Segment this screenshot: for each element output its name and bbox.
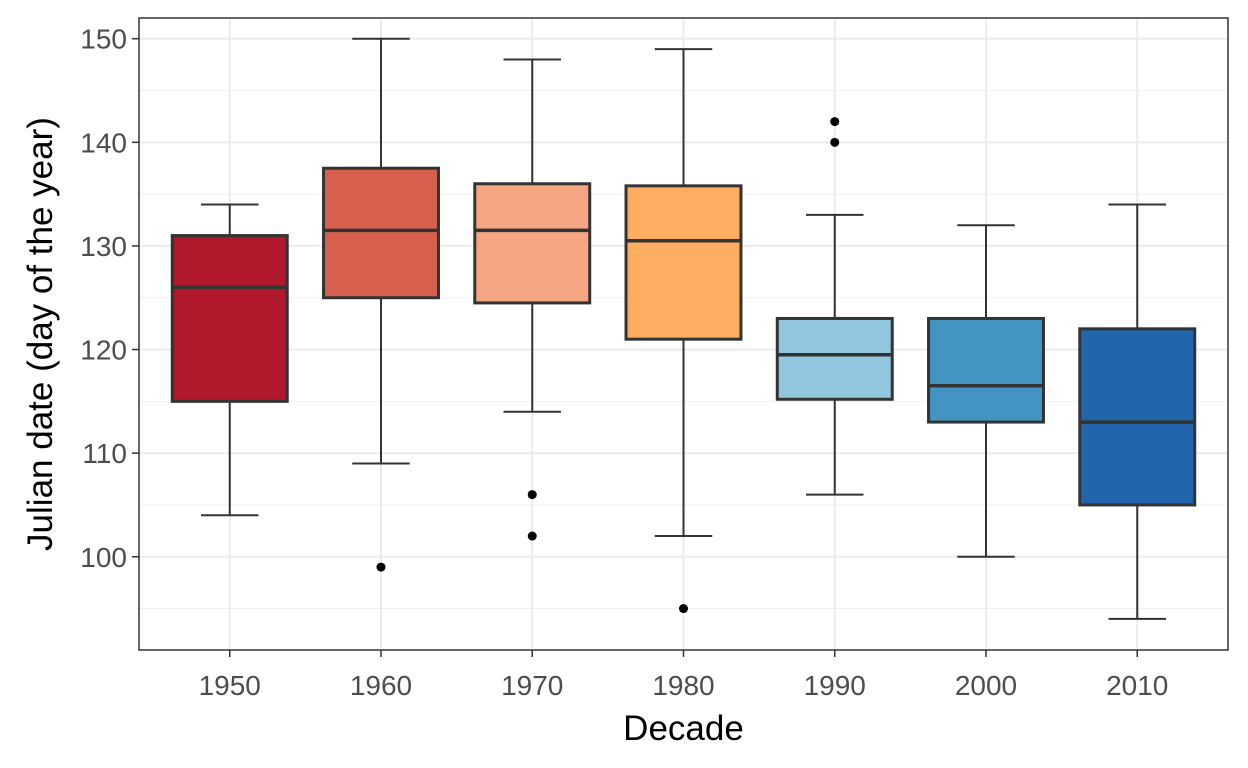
y-tick-label: 130: [80, 231, 127, 262]
x-tick-label: 2000: [955, 670, 1017, 701]
box-2000: [927, 224, 1045, 558]
box-iqr: [624, 184, 743, 341]
outlier-point: [830, 137, 840, 147]
x-axis-title: Decade: [623, 709, 744, 748]
box-1990: [775, 117, 894, 496]
box-iqr: [473, 182, 592, 305]
y-tick-label: 150: [80, 24, 127, 55]
outlier-point: [376, 562, 386, 572]
y-tick-label: 140: [80, 127, 127, 158]
x-tick-label: 1950: [199, 670, 261, 701]
y-tick-label: 110: [82, 438, 127, 469]
box-1960: [322, 37, 440, 572]
x-tick-label: 1960: [350, 670, 412, 701]
x-tick-label: 1970: [501, 670, 563, 701]
outlier-point: [527, 490, 537, 500]
outlier-point: [679, 604, 688, 614]
y-tick-label: 120: [80, 335, 127, 366]
y-tick-label: 100: [80, 542, 127, 573]
y-axis-ticks: 100 110 120 130 140 150: [80, 24, 139, 573]
x-tick-label: 2010: [1106, 670, 1168, 701]
box-iqr: [322, 166, 440, 300]
x-axis-ticks: 1950 1960 1970 1980 1990 2000 2010: [199, 650, 1168, 701]
boxes-layer: [170, 37, 1197, 620]
box-iqr: [927, 316, 1045, 424]
outlier-point: [527, 531, 537, 541]
y-axis-title: Julian date (day of the year): [21, 117, 60, 551]
box-iqr: [775, 316, 894, 401]
box-1970: [473, 58, 592, 541]
x-tick-label: 1980: [652, 670, 714, 701]
outlier-point: [830, 117, 840, 127]
box-iqr: [1078, 327, 1197, 507]
x-tick-label: 1990: [804, 670, 866, 701]
box-2010: [1078, 203, 1197, 620]
box-1950: [170, 203, 289, 517]
box-1980: [624, 48, 743, 614]
box-iqr: [170, 234, 289, 403]
